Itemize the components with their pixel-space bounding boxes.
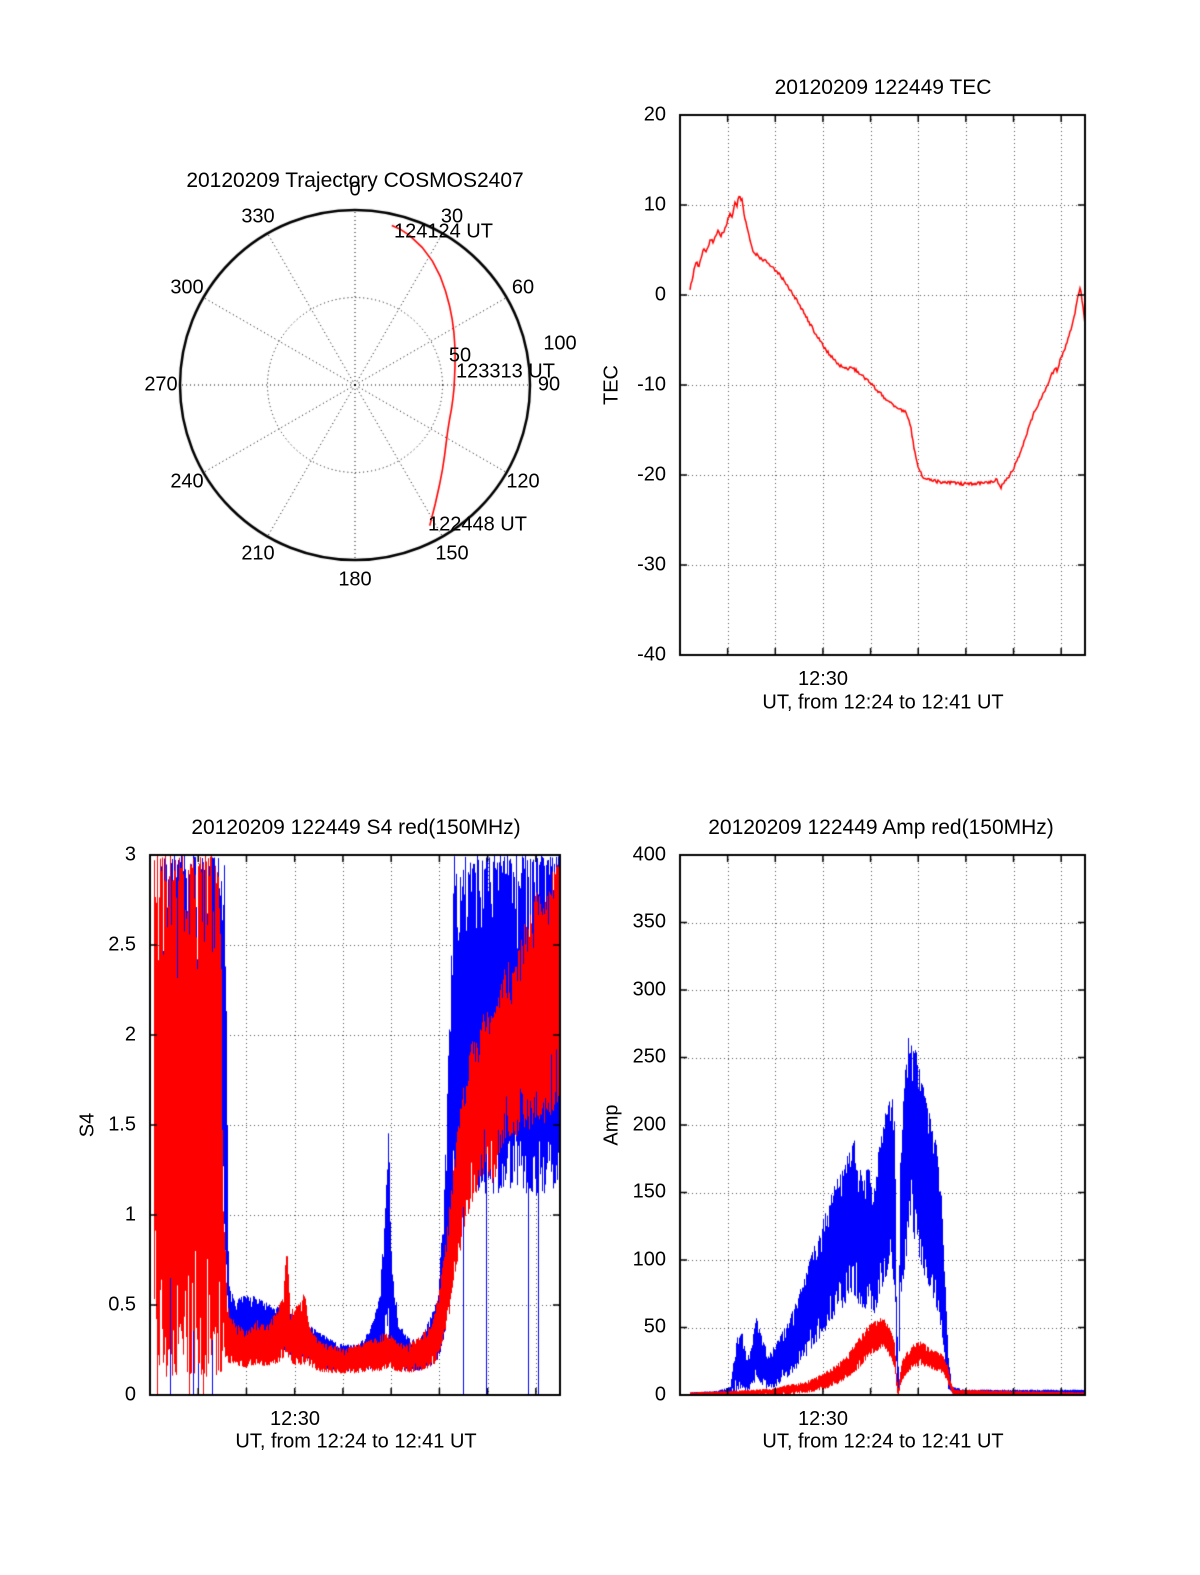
ytick-label: 250 [632, 1045, 666, 1068]
polar-angle-label-90: 90 [537, 373, 561, 396]
polar-plot-title: 20120209 Trajectory COSMOS2407 [186, 169, 524, 192]
trajectory-time-annotation-start: 122448 UT [428, 513, 527, 536]
ytick-label: 0 [124, 1383, 136, 1406]
ytick-label: -10 [637, 373, 666, 396]
polar-angle-label-120: 120 [506, 470, 540, 493]
polar-angle-label-60: 60 [511, 276, 535, 299]
s4-xlabel: UT, from 12:24 to 12:41 UT [235, 1430, 477, 1453]
ytick-label: 0 [654, 1383, 666, 1406]
tec-plot-title: 20120209 122449 TEC [774, 76, 992, 99]
ytick-label: -20 [637, 463, 666, 486]
polar-angle-label-300: 300 [170, 276, 204, 299]
ytick-label: 100 [632, 1248, 666, 1271]
tec-xlabel: UT, from 12:24 to 12:41 UT [762, 691, 1004, 714]
xtick-label: 12:30 [797, 668, 849, 690]
ytick-label: 3 [124, 843, 136, 866]
polar-angle-label-0: 0 [349, 178, 361, 201]
ytick-label: 350 [632, 910, 666, 933]
ytick-label: 2 [124, 1023, 136, 1046]
ytick-label: -30 [637, 553, 666, 576]
ytick-label: 50 [643, 1315, 666, 1338]
trajectory-time-annotation-end: 124124 UT [394, 220, 493, 243]
polar-radius-label-100: 100 [543, 332, 577, 355]
s4-plot-title: 20120209 122449 S4 red(150MHz) [191, 816, 521, 839]
polar-angle-label-270: 270 [144, 373, 178, 396]
s4-ylabel: S4 [76, 1112, 99, 1138]
trajectory-time-annotation-mid: 123313 UT [456, 360, 555, 383]
amp-plot-title: 20120209 122449 Amp red(150MHz) [708, 816, 1054, 839]
ytick-label: 1 [124, 1203, 136, 1226]
polar-angle-label-30: 30 [440, 205, 464, 228]
amp-ylabel: Amp [600, 1104, 623, 1146]
ytick-label: 300 [632, 978, 666, 1001]
polar-radius-label-50: 50 [448, 344, 472, 367]
xtick-label: 12:30 [269, 1408, 321, 1430]
amp-xlabel: UT, from 12:24 to 12:41 UT [762, 1430, 1004, 1453]
polar-angle-label-240: 240 [170, 470, 204, 493]
xtick-label: 12:30 [797, 1408, 849, 1430]
ytick-label: 150 [632, 1180, 666, 1203]
ytick-label: 400 [632, 843, 666, 866]
ytick-label: 1.5 [108, 1113, 136, 1136]
ytick-label: 200 [632, 1113, 666, 1136]
ytick-label: 20 [643, 103, 666, 126]
polar-angle-label-210: 210 [241, 542, 275, 565]
ytick-label: 0.5 [108, 1293, 136, 1316]
ytick-label: 0 [654, 283, 666, 306]
polar-angle-label-150: 150 [435, 542, 469, 565]
polar-angle-label-180: 180 [338, 568, 372, 591]
ytick-label: -40 [637, 643, 666, 666]
tec-ylabel: TEC [600, 365, 623, 405]
ytick-label: 2.5 [108, 933, 136, 956]
polar-angle-label-330: 330 [241, 205, 275, 228]
ytick-label: 10 [643, 193, 666, 216]
